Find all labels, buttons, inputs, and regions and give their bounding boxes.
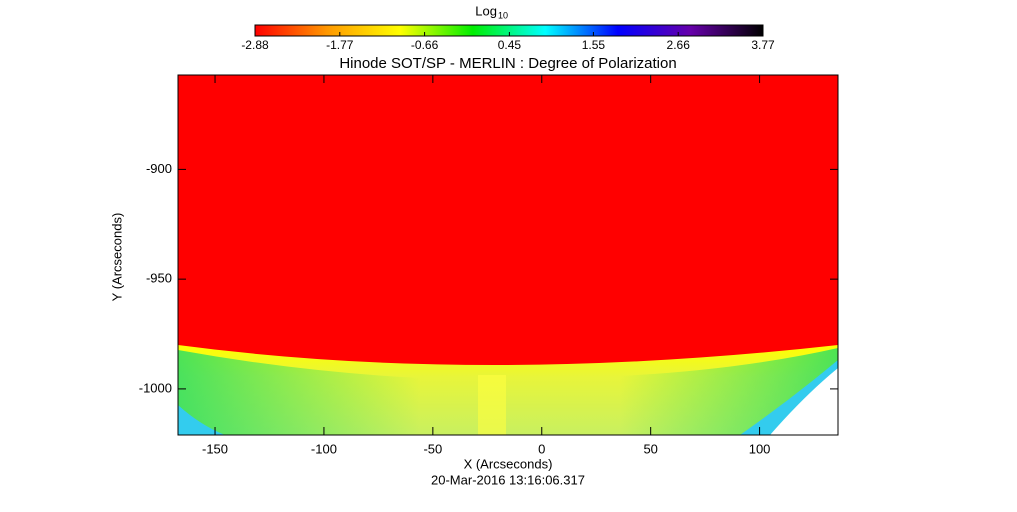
colorbar-tick-label: -1.77 (326, 38, 354, 52)
y-tick-label: -950 (146, 271, 172, 286)
x-tick-label: -50 (423, 441, 442, 456)
x-axis-label: X (Arcseconds) (464, 456, 553, 471)
y-axis-label: Y (Arcseconds) (109, 213, 124, 302)
subtitle: 20-Mar-2016 13:16:06.317 (431, 472, 585, 487)
polarization-image (178, 75, 838, 435)
x-tick-label: 0 (538, 441, 545, 456)
colorbar-tick-label: 1.55 (582, 38, 606, 52)
x-tick-label: -150 (202, 441, 228, 456)
colorbar-tick-label: -0.66 (411, 38, 439, 52)
colorbar-tick-label: 3.77 (751, 38, 775, 52)
y-tick-label: -1000 (139, 380, 172, 395)
x-tick-label: 50 (643, 441, 657, 456)
x-tick-label: 100 (749, 441, 771, 456)
colorbar-label: Log (475, 3, 497, 18)
colorbar-tick-label: 0.45 (498, 38, 522, 52)
plot-frame (177, 74, 839, 436)
y-tick-label: -900 (146, 161, 172, 176)
x-tick-label: -100 (311, 441, 337, 456)
colorbar-tick-label: 2.66 (667, 38, 691, 52)
colorbar-label-sub: 10 (498, 10, 508, 20)
colorbar-tick-label: -2.88 (241, 38, 269, 52)
chart-title: Hinode SOT/SP - MERLIN : Degree of Polar… (339, 55, 676, 72)
